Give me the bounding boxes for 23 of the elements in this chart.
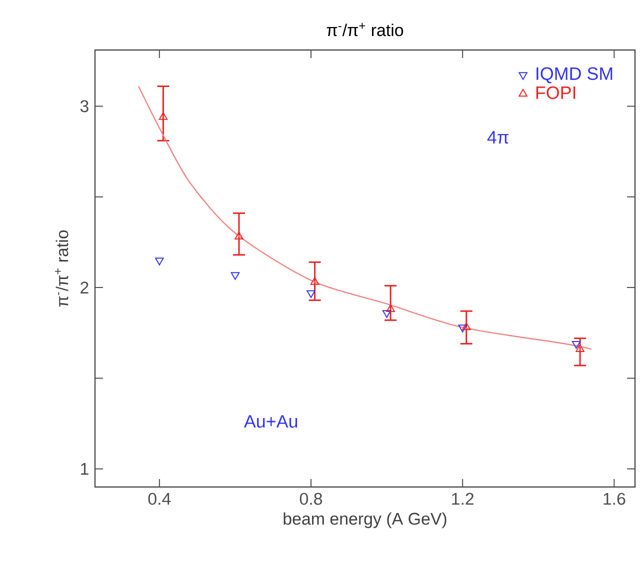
- point: [158, 112, 168, 120]
- point: [234, 232, 244, 240]
- x-tick-label: 1.2: [452, 492, 474, 505]
- point: [230, 272, 240, 280]
- x-tick-label: 1.6: [604, 492, 626, 505]
- x-axis-title: beam energy (A GeV): [284, 512, 446, 528]
- legend-label: FOPI: [536, 86, 576, 100]
- y-axis-title: π$^{-}$/π$^{+}$ ratio: [54, 230, 68, 307]
- annotation: 4π: [487, 131, 509, 144]
- point: [306, 290, 316, 298]
- chart-title: π$^{-}$/π$^{+}$ ratio: [326, 22, 404, 36]
- point: [458, 324, 467, 332]
- y-tick-label: 2: [80, 282, 88, 294]
- y-tick-label: 3: [80, 100, 88, 112]
- y-tick-label: 1: [81, 463, 88, 475]
- point: [572, 341, 581, 349]
- x-tick-label: 0.8: [300, 492, 322, 505]
- x-tick-label: 0.4: [148, 492, 171, 505]
- annotation: Au+Au: [244, 415, 298, 428]
- legend-label: IQMD SM: [536, 67, 612, 84]
- line-series: [138, 86, 592, 350]
- point: [155, 258, 164, 266]
- point: [382, 310, 392, 318]
